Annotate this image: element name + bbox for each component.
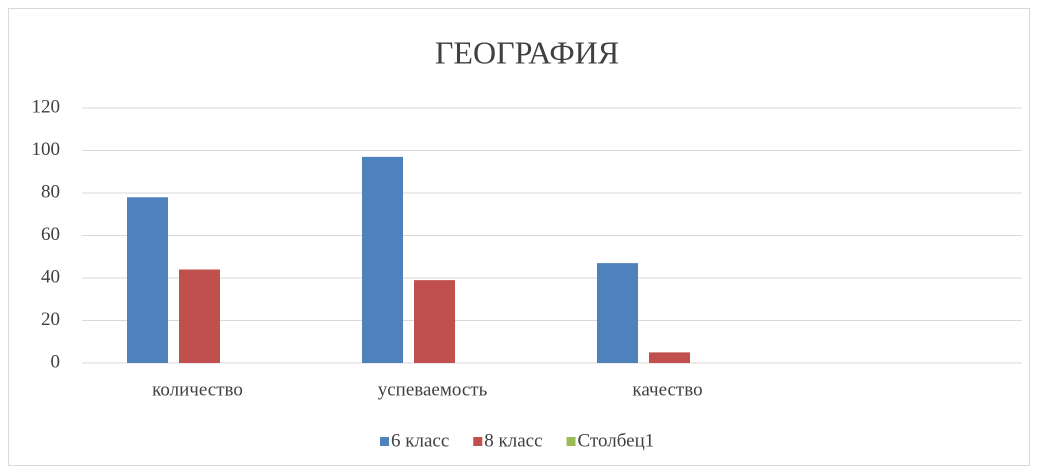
y-tick-label: 20 <box>41 309 60 330</box>
bar <box>127 197 168 363</box>
bar <box>179 269 220 363</box>
legend-swatch <box>566 437 576 446</box>
bar <box>362 156 403 363</box>
legend-swatch <box>380 437 389 446</box>
x-tick-label: успеваемость <box>378 379 488 400</box>
legend-swatch <box>473 437 483 446</box>
legend-label: Столбец1 <box>578 430 655 451</box>
y-tick-label: 40 <box>41 266 60 287</box>
bar <box>414 280 455 363</box>
bar <box>649 352 690 363</box>
x-tick-label: количество <box>152 379 243 400</box>
legend-label: 6 класс <box>391 430 449 451</box>
y-tick-label: 120 <box>32 96 61 117</box>
y-tick-label: 0 <box>51 351 61 372</box>
chart-border <box>8 8 1030 466</box>
y-tick-label: 80 <box>41 181 60 202</box>
chart-title: ГЕОГРАФИЯ <box>435 34 619 70</box>
y-tick-label: 60 <box>41 224 60 245</box>
bar <box>597 263 638 363</box>
legend-label: 8 класс <box>484 430 542 451</box>
y-tick-label: 100 <box>32 139 61 160</box>
x-tick-label: качество <box>632 379 702 400</box>
